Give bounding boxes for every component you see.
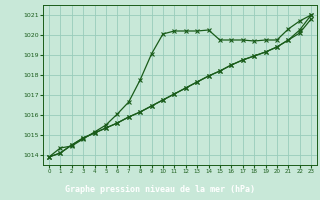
Text: Graphe pression niveau de la mer (hPa): Graphe pression niveau de la mer (hPa) [65, 185, 255, 194]
